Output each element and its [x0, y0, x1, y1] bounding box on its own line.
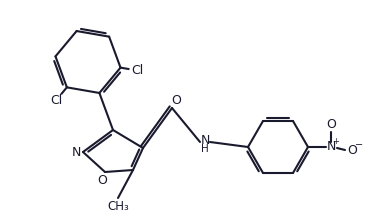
Text: N: N — [71, 145, 81, 159]
Text: CH₃: CH₃ — [107, 200, 129, 213]
Text: O: O — [171, 93, 181, 107]
Text: −: − — [355, 140, 363, 150]
Text: O: O — [97, 173, 107, 186]
Text: +: + — [333, 136, 339, 145]
Text: Cl: Cl — [131, 64, 143, 77]
Text: O: O — [347, 143, 357, 157]
Text: Cl: Cl — [50, 94, 62, 107]
Text: N: N — [326, 140, 336, 153]
Text: N: N — [200, 134, 210, 147]
Text: O: O — [326, 118, 336, 132]
Text: H: H — [201, 144, 209, 154]
